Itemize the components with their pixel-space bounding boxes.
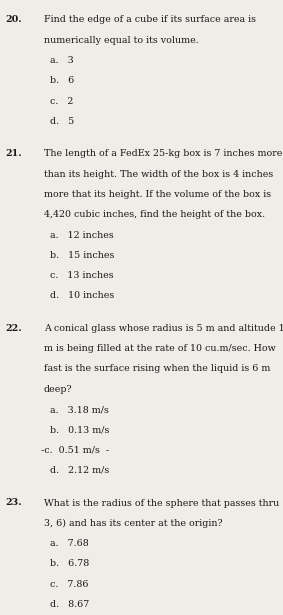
Text: m is being filled at the rate of 10 cu.m/sec. How: m is being filled at the rate of 10 cu.m… bbox=[44, 344, 276, 353]
Text: b.   0.13 m/s: b. 0.13 m/s bbox=[50, 426, 109, 434]
Text: The length of a FedEx 25-kg box is 7 inches more: The length of a FedEx 25-kg box is 7 inc… bbox=[44, 149, 282, 158]
Text: What is the radius of the sphere that passes thru (1,: What is the radius of the sphere that pa… bbox=[44, 498, 283, 507]
Text: 4,420 cubic inches, find the height of the box.: 4,420 cubic inches, find the height of t… bbox=[44, 210, 265, 219]
Text: 22.: 22. bbox=[6, 324, 22, 333]
Text: fast is the surface rising when the liquid is 6 m: fast is the surface rising when the liqu… bbox=[44, 365, 270, 373]
Text: d.   2.12 m/s: d. 2.12 m/s bbox=[50, 466, 109, 475]
Text: numerically equal to its volume.: numerically equal to its volume. bbox=[44, 36, 199, 45]
Text: deep?: deep? bbox=[44, 385, 72, 394]
Text: c.   7.86: c. 7.86 bbox=[50, 579, 88, 589]
Text: 21.: 21. bbox=[6, 149, 22, 158]
Text: c.   13 inches: c. 13 inches bbox=[50, 271, 113, 280]
Text: a.   12 inches: a. 12 inches bbox=[50, 231, 113, 239]
Text: than its height. The width of the box is 4 inches: than its height. The width of the box is… bbox=[44, 170, 273, 178]
Text: Find the edge of a cube if its surface area is: Find the edge of a cube if its surface a… bbox=[44, 15, 256, 25]
Text: b.   6: b. 6 bbox=[50, 76, 74, 85]
Text: 23.: 23. bbox=[6, 498, 22, 507]
Text: a.   3: a. 3 bbox=[50, 56, 73, 65]
Text: a.   3.18 m/s: a. 3.18 m/s bbox=[50, 405, 108, 414]
Text: b.   6.78: b. 6.78 bbox=[50, 559, 89, 568]
Text: -c.  0.51 m/s  -: -c. 0.51 m/s - bbox=[41, 446, 109, 454]
Text: b.   15 inches: b. 15 inches bbox=[50, 251, 114, 260]
Text: d.   10 inches: d. 10 inches bbox=[50, 292, 114, 300]
Text: 3, 6) and has its center at the origin?: 3, 6) and has its center at the origin? bbox=[44, 518, 222, 528]
Text: 20.: 20. bbox=[6, 15, 22, 25]
Text: A conical glass whose radius is 5 m and altitude 12: A conical glass whose radius is 5 m and … bbox=[44, 324, 283, 333]
Text: c.   2: c. 2 bbox=[50, 97, 73, 106]
Text: a.   7.68: a. 7.68 bbox=[50, 539, 88, 548]
Text: d.   5: d. 5 bbox=[50, 117, 74, 126]
Text: d.   8.67: d. 8.67 bbox=[50, 600, 89, 609]
Text: more that its height. If the volume of the box is: more that its height. If the volume of t… bbox=[44, 190, 271, 199]
